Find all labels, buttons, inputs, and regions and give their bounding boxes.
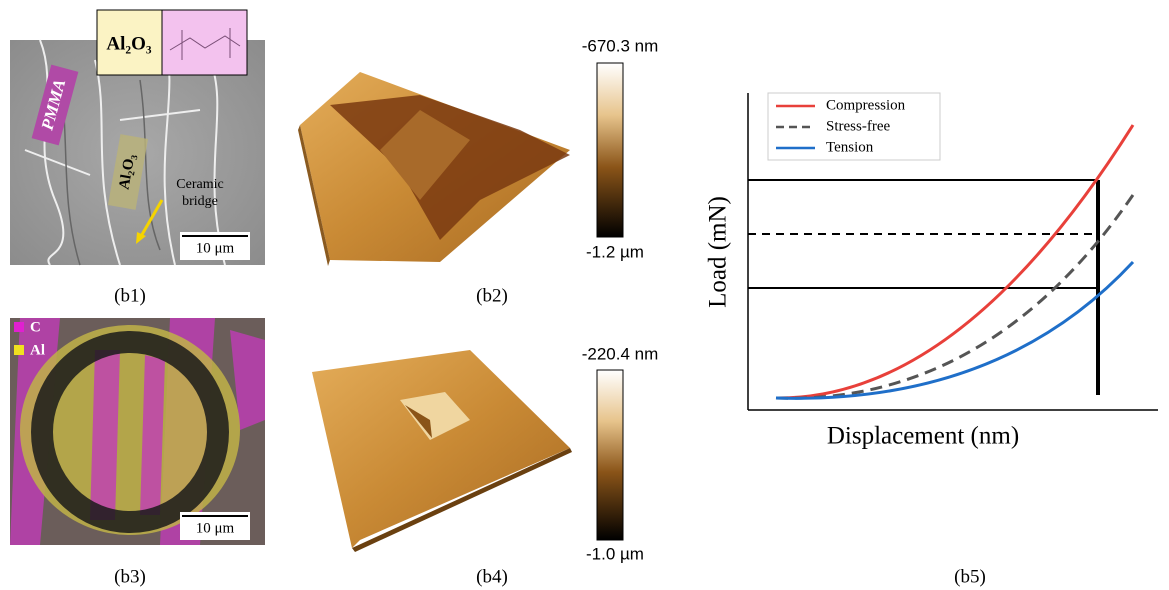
legend-label: Compression bbox=[826, 97, 906, 113]
bridge-label: bridge bbox=[182, 194, 218, 209]
caption: (b4) bbox=[476, 566, 508, 587]
caption: (b5) bbox=[954, 566, 986, 587]
y-label: Load (mN) bbox=[705, 196, 732, 308]
eds-map: C Al 10 μm bbox=[10, 318, 265, 545]
scale-bar: 10 μm bbox=[196, 240, 235, 256]
page: Al₂O₃ PMMA Al₂O₃ Ceramic bridge 10 μm (b… bbox=[0, 0, 1169, 590]
colorbar bbox=[597, 63, 623, 237]
sem-image: Al₂O₃ PMMA Al₂O₃ Ceramic bridge 10 μm bbox=[10, 10, 265, 265]
colorbar-bottom: -1.2 µm bbox=[586, 242, 644, 261]
inset-label: Al₂O₃ bbox=[106, 33, 151, 54]
colorbar bbox=[597, 370, 623, 540]
legend-label: Tension bbox=[826, 139, 874, 155]
colorbar-top: -220.4 nm bbox=[582, 344, 659, 363]
x-label: Displacement (nm) bbox=[827, 423, 1019, 450]
caption: (b1) bbox=[114, 285, 146, 306]
scale-bar: 10 μm bbox=[196, 520, 235, 536]
afm-image bbox=[312, 350, 572, 552]
legend-label: C bbox=[30, 319, 41, 335]
figure: Al₂O₃ PMMA Al₂O₃ Ceramic bridge 10 μm (b… bbox=[0, 0, 1169, 590]
colorbar-bottom: -1.0 µm bbox=[586, 544, 644, 563]
schematic-plot: Compression Stress-free Tension Displace… bbox=[705, 93, 1158, 450]
legend-label: Al bbox=[30, 342, 45, 358]
legend-label: Stress-free bbox=[826, 118, 890, 134]
bridge-label: Ceramic bbox=[176, 177, 223, 192]
caption: (b2) bbox=[476, 285, 508, 306]
afm-image bbox=[298, 72, 570, 266]
colorbar-top: -670.3 nm bbox=[582, 36, 659, 55]
caption: (b3) bbox=[114, 566, 146, 587]
